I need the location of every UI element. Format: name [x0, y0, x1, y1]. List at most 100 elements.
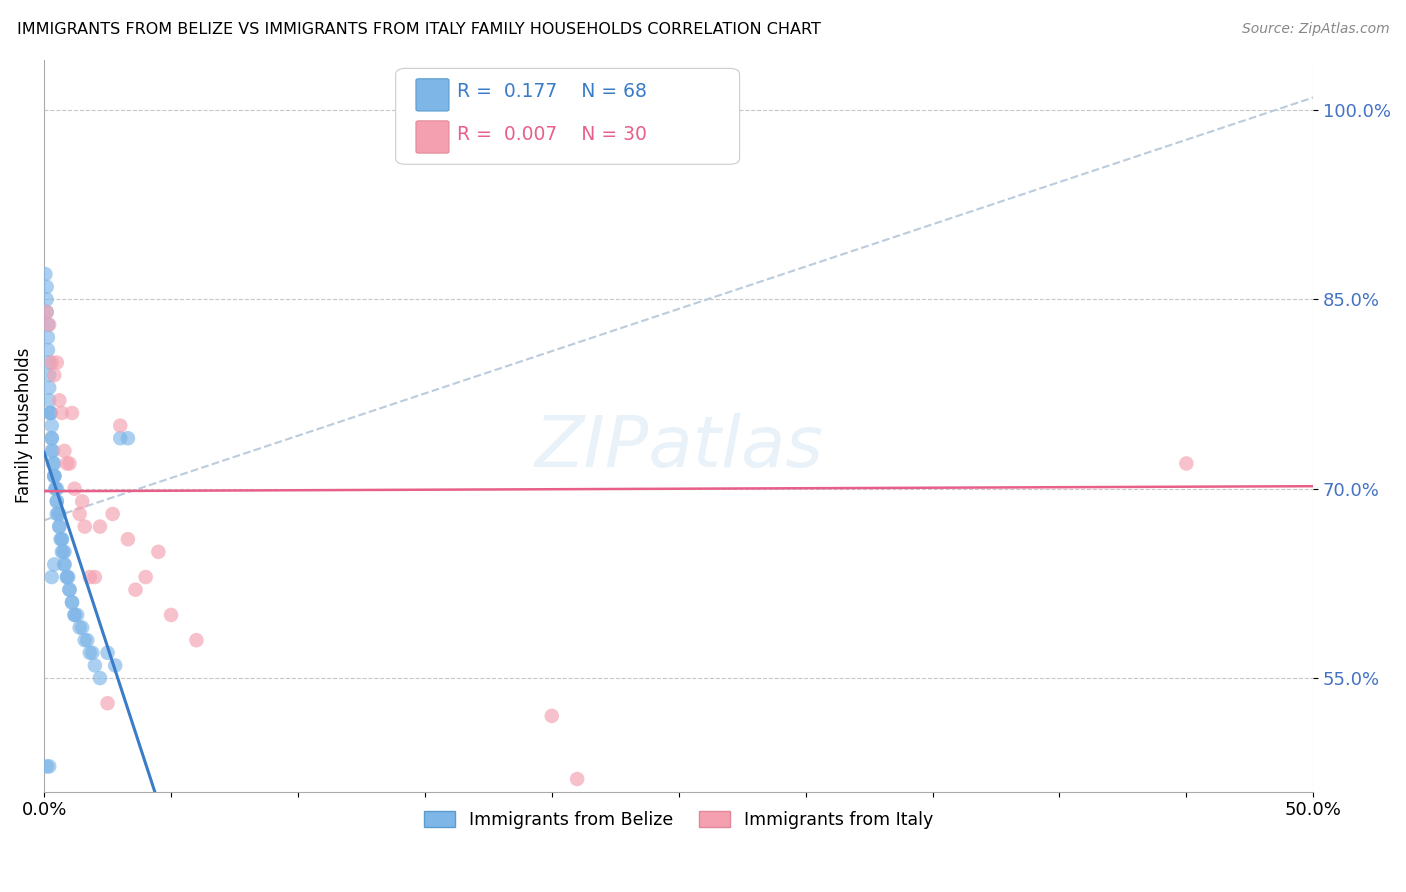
Point	[45, 494, 67, 508]
Point	[110, 431, 132, 445]
Point	[56, 570, 79, 584]
Point	[66, 607, 89, 622]
Text: ZIPatlas: ZIPatlas	[534, 413, 823, 482]
Point	[51, 532, 73, 546]
Point	[42, 443, 65, 458]
Point	[58, 582, 80, 597]
Point	[83, 658, 105, 673]
Point	[37, 343, 59, 357]
Point	[44, 469, 66, 483]
Point	[63, 607, 86, 622]
Point	[110, 418, 132, 433]
Point	[48, 519, 70, 533]
Point	[48, 393, 70, 408]
Point	[48, 519, 70, 533]
Point	[45, 494, 67, 508]
Point	[41, 443, 63, 458]
Point	[117, 532, 139, 546]
Point	[51, 532, 73, 546]
Point	[53, 558, 76, 572]
Point	[89, 671, 111, 685]
Point	[186, 633, 208, 648]
Point	[39, 406, 62, 420]
Text: R =  0.007    N = 30: R = 0.007 N = 30	[457, 125, 647, 144]
Point	[38, 381, 60, 395]
Point	[38, 318, 60, 332]
Point	[41, 570, 63, 584]
Point	[51, 406, 73, 420]
Point	[135, 570, 157, 584]
Point	[97, 696, 120, 710]
Point	[63, 482, 86, 496]
Point	[117, 431, 139, 445]
Point	[56, 457, 79, 471]
Point	[39, 406, 62, 420]
FancyBboxPatch shape	[395, 69, 740, 164]
Point	[540, 709, 562, 723]
Point	[97, 646, 120, 660]
Text: IMMIGRANTS FROM BELIZE VS IMMIGRANTS FROM ITALY FAMILY HOUSEHOLDS CORRELATION CH: IMMIGRANTS FROM BELIZE VS IMMIGRANTS FRO…	[17, 22, 821, 37]
Point	[148, 545, 170, 559]
Point	[41, 355, 63, 369]
Point	[1175, 457, 1198, 471]
Point	[63, 607, 86, 622]
Point	[73, 519, 96, 533]
Point	[56, 570, 79, 584]
Point	[45, 507, 67, 521]
Point	[44, 368, 66, 383]
Point	[101, 507, 124, 521]
Point	[35, 759, 58, 773]
Point	[124, 582, 146, 597]
Point	[44, 558, 66, 572]
Point	[46, 507, 69, 521]
FancyBboxPatch shape	[416, 121, 449, 153]
FancyBboxPatch shape	[416, 78, 449, 111]
Legend: Immigrants from Belize, Immigrants from Italy: Immigrants from Belize, Immigrants from …	[416, 804, 941, 836]
Point	[160, 607, 183, 622]
Point	[53, 443, 76, 458]
Point	[79, 646, 101, 660]
Point	[51, 545, 73, 559]
Point	[69, 621, 91, 635]
Point	[70, 494, 93, 508]
Point	[41, 431, 63, 445]
Point	[58, 570, 80, 584]
Point	[41, 431, 63, 445]
Point	[45, 482, 67, 496]
Point	[70, 621, 93, 635]
Point	[48, 507, 70, 521]
Point	[44, 482, 66, 496]
Point	[35, 305, 58, 319]
Point	[49, 532, 72, 546]
Point	[89, 519, 111, 533]
Point	[44, 469, 66, 483]
Point	[37, 330, 59, 344]
Point	[44, 469, 66, 483]
Y-axis label: Family Households: Family Households	[15, 348, 32, 503]
Point	[38, 393, 60, 408]
Point	[35, 305, 58, 319]
Point	[60, 595, 83, 609]
Point	[104, 658, 127, 673]
Point	[45, 355, 67, 369]
Point	[53, 545, 76, 559]
Point	[69, 507, 91, 521]
Point	[38, 368, 60, 383]
Point	[52, 545, 75, 559]
Point	[41, 418, 63, 433]
Text: R =  0.177    N = 68: R = 0.177 N = 68	[457, 82, 647, 102]
Point	[34, 267, 56, 281]
Point	[44, 482, 66, 496]
Point	[42, 457, 65, 471]
Point	[76, 633, 98, 648]
Point	[73, 633, 96, 648]
Point	[58, 582, 80, 597]
Point	[35, 293, 58, 307]
Point	[35, 280, 58, 294]
Point	[38, 355, 60, 369]
Point	[38, 759, 60, 773]
Point	[44, 457, 66, 471]
Point	[82, 646, 104, 660]
Point	[83, 570, 105, 584]
Text: Source: ZipAtlas.com: Source: ZipAtlas.com	[1241, 22, 1389, 37]
